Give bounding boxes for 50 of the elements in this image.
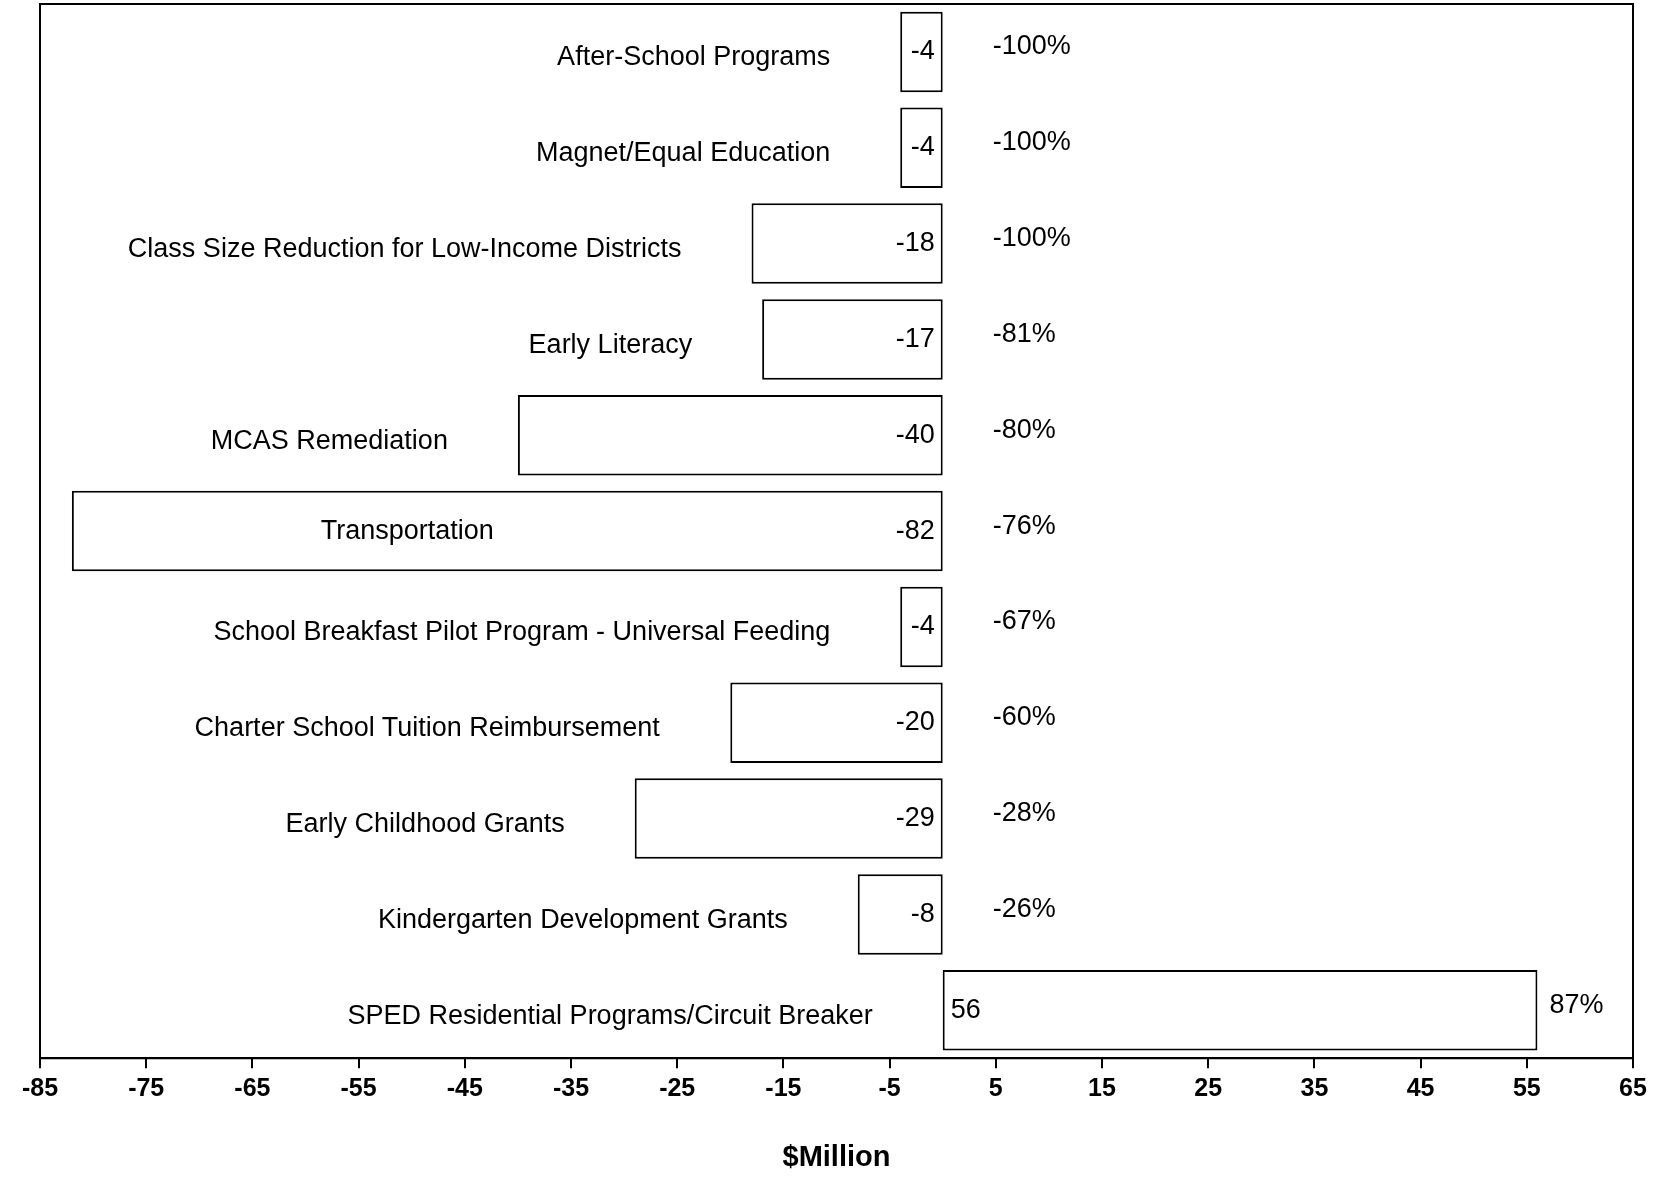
x-tick-label: -15 (765, 1073, 802, 1102)
x-tick-label: -25 (659, 1073, 696, 1102)
x-tick-label: -45 (446, 1073, 483, 1102)
x-tick-label: 25 (1194, 1073, 1223, 1102)
x-tick-label: -35 (552, 1073, 590, 1102)
data-label: -17 (895, 322, 935, 353)
data-label: -20 (895, 706, 935, 737)
annotation: -60% (992, 701, 1056, 732)
x-tick-label: -85 (21, 1073, 59, 1102)
x-tick-label: 55 (1512, 1073, 1541, 1102)
data-label: -40 (895, 418, 935, 449)
x-tick-label: 35 (1300, 1073, 1329, 1102)
annotation: -100% (992, 30, 1071, 61)
annotation: -76% (992, 509, 1056, 540)
x-axis-title: $Million (782, 1139, 891, 1172)
annotation: -67% (992, 605, 1056, 636)
x-tick-label: -5 (878, 1073, 901, 1102)
annotation: -100% (992, 222, 1071, 253)
y-tick-label: School Breakfast Pilot Program - Universal Feeding (213, 616, 831, 647)
annotation: -28% (992, 797, 1056, 828)
data-label: -4 (910, 35, 935, 66)
data-label: 56 (950, 993, 981, 1024)
y-tick-label: Class Size Reduction for Low-Income Districts (127, 233, 682, 264)
data-label: -29 (895, 802, 935, 833)
y-tick-label: Transportation (320, 514, 494, 545)
data-label: -82 (895, 514, 935, 545)
y-tick-label: Kindergarten Development Grants (378, 903, 788, 934)
x-tick-label: -55 (340, 1073, 377, 1102)
annotation: -80% (992, 413, 1056, 444)
data-label: -18 (895, 227, 935, 258)
y-tick-label: After-School Programs (557, 41, 831, 72)
x-tick-label: 45 (1406, 1073, 1435, 1102)
data-label: -8 (910, 897, 935, 928)
y-tick-label: MCAS Remediation (210, 424, 448, 455)
annotation: -81% (992, 317, 1056, 348)
y-tick-label: Magnet/Equal Education (536, 137, 831, 168)
data-label: -4 (910, 131, 935, 162)
annotation: -100% (992, 126, 1071, 157)
x-tick-label: 15 (1088, 1073, 1116, 1102)
x-tick-label: -75 (128, 1073, 165, 1102)
annotation: 87% (1549, 988, 1604, 1019)
y-tick-label: SPED Residential Programs/Circuit Breaker (347, 999, 873, 1030)
y-tick-label: Early Literacy (528, 328, 693, 359)
data-label: -4 (910, 610, 935, 641)
x-tick-label: -65 (234, 1073, 271, 1102)
x-tick-label: 65 (1619, 1073, 1647, 1102)
annotation: -26% (992, 892, 1056, 923)
y-tick-label: Early Childhood Grants (285, 808, 565, 839)
y-tick-label: Charter School Tuition Reimbursement (194, 712, 661, 743)
x-tick-label: 5 (988, 1073, 1003, 1102)
